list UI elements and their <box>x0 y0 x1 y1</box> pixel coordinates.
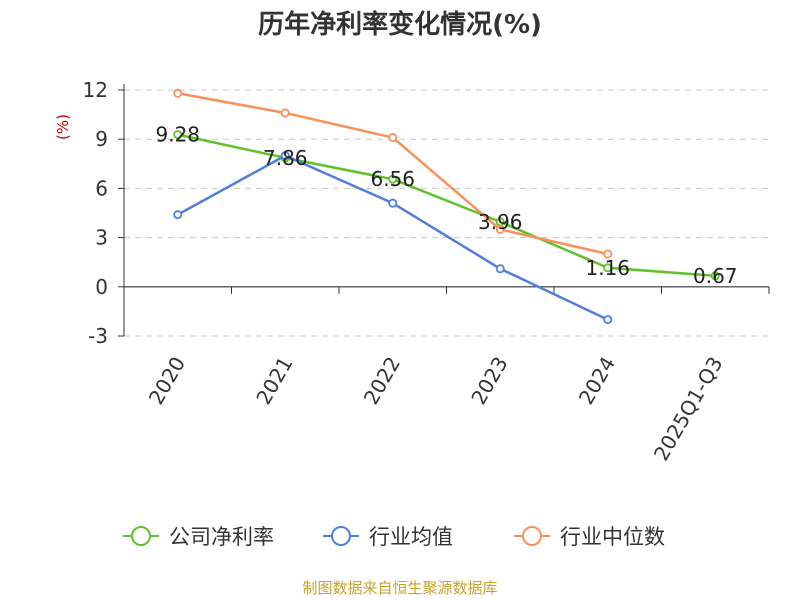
x-tick-label: 2024 <box>574 353 620 409</box>
data-label: 0.67 <box>693 264 738 288</box>
data-point <box>603 263 613 273</box>
x-tick-label: 2023 <box>466 353 512 409</box>
y-tick-label: 6 <box>95 176 108 200</box>
y-tick-label: 3 <box>95 226 108 250</box>
data-point <box>280 108 290 118</box>
data-point <box>173 130 183 140</box>
data-label: 6.56 <box>370 167 415 191</box>
chart-title: 历年净利率变化情况(%) <box>258 10 542 40</box>
legend-label: 行业中位数 <box>560 525 665 549</box>
x-tick-label: 2022 <box>359 353 405 409</box>
y-axis-label: (%) <box>54 114 72 140</box>
x-tick-label: 2021 <box>251 353 297 409</box>
data-point <box>388 198 398 208</box>
y-tick-label: 12 <box>83 78 108 102</box>
series-line-0 <box>177 133 716 278</box>
data-label: 1.16 <box>585 256 630 280</box>
data-point <box>173 88 183 98</box>
data-source-footer: 制图数据来自恒生聚源数据库 <box>302 579 498 597</box>
legend-marker <box>331 526 351 546</box>
data-label: 7.86 <box>263 146 308 170</box>
data-label: 9.28 <box>155 123 200 147</box>
data-point <box>710 271 720 281</box>
data-point <box>173 210 183 220</box>
y-tick-label: 9 <box>95 127 108 151</box>
data-point <box>388 174 398 184</box>
legend-marker <box>522 526 542 546</box>
data-point <box>603 249 613 259</box>
x-tick-label: 2025Q1-Q3 <box>649 353 728 465</box>
data-point <box>388 133 398 143</box>
data-point <box>495 224 505 234</box>
x-tick-label: 2020 <box>144 353 190 409</box>
legend-label: 行业均值 <box>369 525 453 549</box>
data-label: 3.96 <box>478 210 523 234</box>
legend-marker <box>131 526 151 546</box>
legend-label: 公司净利率 <box>169 525 274 549</box>
data-point <box>495 264 505 274</box>
y-tick-label: 0 <box>95 275 108 299</box>
data-point <box>603 315 613 325</box>
y-tick-label: -3 <box>88 324 108 348</box>
data-point <box>280 151 290 161</box>
